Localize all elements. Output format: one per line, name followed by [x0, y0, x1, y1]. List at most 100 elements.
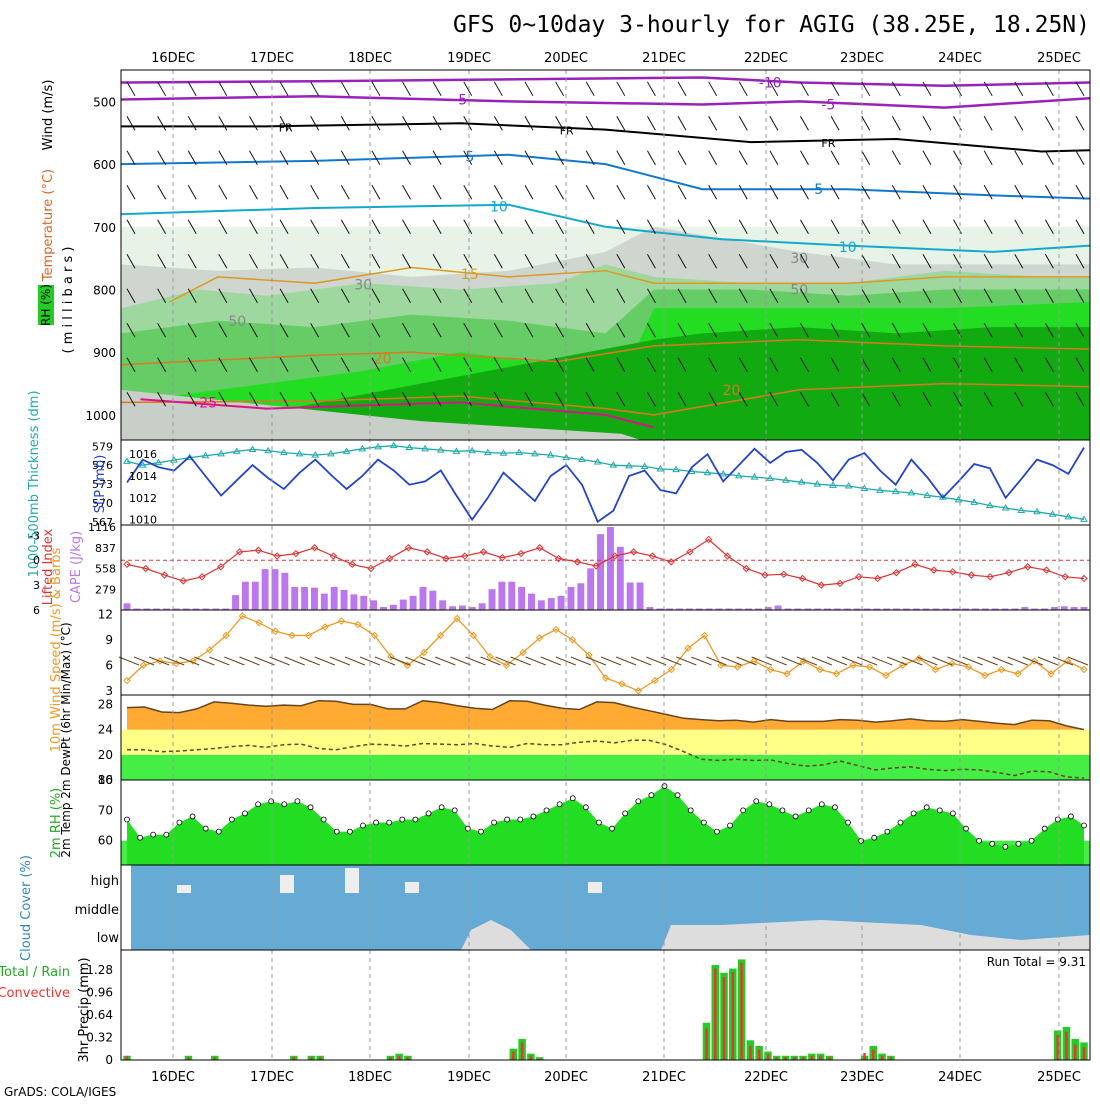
- thickness-point: [374, 442, 382, 450]
- wind-barb: [493, 254, 503, 269]
- rh-point: [871, 834, 878, 841]
- y-axis-label-rh: RH (%): [39, 284, 53, 326]
- wind10m-panel: 12 9 6 3 10m Wind Speed (m/s) & Barbs: [49, 547, 1089, 752]
- wind-barb: [800, 323, 809, 338]
- wind-barb: [157, 357, 167, 372]
- wind-barb: [126, 150, 136, 166]
- wind-barb: [769, 116, 779, 131]
- wind-barb: [432, 357, 442, 372]
- li-point: [235, 548, 244, 556]
- wind-barb: [1014, 81, 1024, 97]
- date-label-top: 17DEC: [250, 51, 294, 66]
- wind-speed-point: [222, 631, 230, 640]
- wind-speed-point: [123, 676, 131, 685]
- wind-barb: [402, 323, 411, 338]
- rh-point: [792, 813, 799, 820]
- wind-barb: [769, 254, 779, 269]
- precip-convective-bar: [889, 1057, 893, 1060]
- rh-point: [910, 810, 917, 817]
- wind-barb: [922, 357, 932, 372]
- precip-convective-bar: [784, 1057, 787, 1060]
- li-point: [1061, 573, 1069, 581]
- contour-label: 30: [354, 277, 372, 293]
- wind-speed-point: [354, 620, 362, 629]
- wind-barb: [126, 219, 136, 235]
- precip-convective-bar: [292, 1057, 296, 1060]
- wind-barb: [800, 357, 809, 372]
- wind-barb: [371, 254, 381, 269]
- wind-barb: [922, 391, 932, 407]
- li-point: [367, 564, 375, 573]
- temp-tick: 24: [98, 723, 113, 737]
- wind-barb: [463, 219, 473, 235]
- precip-tick: 0.64: [86, 1008, 113, 1022]
- wind-speed-point: [205, 646, 214, 654]
- cape-bar: [537, 600, 545, 610]
- precip-convective-bar: [863, 1052, 866, 1060]
- wind-barb: [861, 391, 871, 407]
- wind-barb: [800, 81, 809, 97]
- wind-barb: [983, 288, 993, 304]
- cape-tick: 279: [95, 583, 116, 596]
- wind-barb: [1075, 391, 1085, 407]
- wind-barb: [769, 81, 779, 97]
- wind-barb: [371, 288, 381, 304]
- slp-tick: 1014: [129, 470, 157, 483]
- wind-barb: [677, 185, 687, 200]
- wind-barb: [861, 254, 871, 269]
- wind-barb: [310, 185, 320, 200]
- cape-bar: [301, 586, 309, 610]
- rh-tick: 80: [98, 773, 113, 787]
- date-axis-top: 16DEC 17DEC 18DEC 19DEC 20DEC 21DEC 22DEC 23DEC…: [151, 51, 1081, 66]
- wind-barb: [646, 254, 656, 269]
- wind-barb: [524, 391, 534, 407]
- rh-point: [1015, 840, 1022, 847]
- date-label-bottom: 18DEC: [348, 1070, 392, 1085]
- wind-barb: [585, 81, 595, 97]
- wind-barb: [432, 391, 442, 407]
- rh-point: [268, 798, 275, 805]
- li-point: [948, 568, 957, 576]
- wind-barb: [1044, 185, 1054, 200]
- wind-barb: [953, 150, 962, 166]
- wind-barb: [187, 150, 197, 166]
- temp-area: [127, 700, 1084, 730]
- cape-bar: [557, 595, 565, 610]
- wind-barb: [402, 357, 411, 372]
- y-tick-label: 900: [93, 346, 116, 360]
- cloud-high-block: [405, 882, 419, 893]
- wind-barb: [133, 656, 155, 666]
- wind-barb: [157, 323, 167, 338]
- precip-convective-bar: [872, 1049, 875, 1060]
- thickness-point: [672, 465, 680, 473]
- wind-speed-point: [651, 676, 659, 685]
- wind-barb: [646, 288, 656, 304]
- wind-barb: [524, 254, 534, 269]
- wind-barb: [249, 323, 258, 338]
- wind-barb: [932, 656, 953, 666]
- rh-point: [255, 801, 261, 808]
- wind-barb: [218, 81, 228, 97]
- cape-bar: [251, 581, 259, 610]
- cape-bar: [389, 604, 397, 610]
- thickness-point: [954, 495, 963, 503]
- wind-barb: [630, 656, 652, 666]
- wind-speed-point: [783, 670, 791, 678]
- cape-bar: [636, 582, 644, 610]
- wind-barb: [738, 323, 748, 338]
- temp-tick: 20: [98, 748, 113, 762]
- li-point: [1005, 568, 1013, 577]
- contour-label: 50: [790, 282, 808, 298]
- thickness-point: [358, 444, 367, 452]
- wind-barb: [677, 81, 687, 97]
- wind-barb: [340, 323, 350, 338]
- wind-barb: [861, 219, 871, 235]
- wind-barb: [371, 185, 381, 200]
- wind-barb: [371, 116, 381, 131]
- wind-speed-point: [469, 631, 478, 640]
- wind-barb: [738, 81, 748, 97]
- wind-barb: [524, 185, 534, 200]
- wind-barb: [493, 116, 503, 131]
- wind-speed-point: [915, 654, 923, 663]
- li-point: [592, 562, 600, 570]
